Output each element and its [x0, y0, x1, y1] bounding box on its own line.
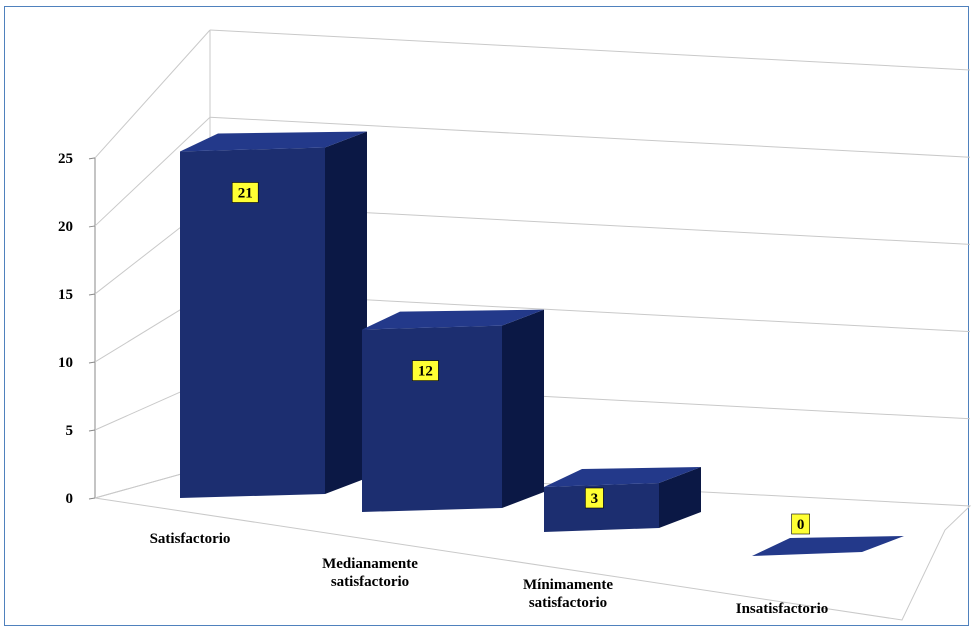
y-tick-label: 10 — [58, 355, 73, 371]
y-axis-ticks: 0 5 10 15 20 25 — [58, 151, 96, 507]
bar-side — [502, 309, 544, 508]
bar-top — [752, 536, 904, 556]
gridline — [209, 116, 971, 158]
tick-mark — [88, 429, 96, 432]
bars: 21 12 3 0 — [180, 131, 904, 556]
x-category-line: Medianamente — [322, 556, 418, 572]
bar-side — [325, 131, 367, 494]
x-category-label: Satisfactorio — [150, 531, 231, 547]
y-tick-label: 20 — [58, 219, 73, 235]
y-tick-label: 15 — [58, 287, 73, 303]
x-category-line: satisfactorio — [529, 595, 607, 611]
data-label-bg — [412, 360, 439, 381]
bar-top — [544, 467, 701, 487]
x-category-line: satisfactorio — [331, 574, 409, 590]
tick-mark — [88, 225, 96, 228]
tick-mark — [88, 497, 96, 500]
x-category-label: Mínimamente satisfactorio — [523, 577, 613, 611]
bar-top — [180, 131, 367, 152]
gridline-side — [94, 29, 211, 159]
bar-side — [659, 467, 701, 528]
data-label-bg — [791, 513, 810, 535]
bar-top — [362, 309, 544, 330]
bar-front — [362, 325, 502, 512]
y-tick-label: 0 — [66, 491, 74, 507]
data-label: 0 — [797, 517, 805, 533]
data-label-bg — [585, 487, 604, 509]
bar-front — [180, 147, 325, 498]
gridline — [209, 29, 971, 71]
data-label: 12 — [418, 364, 433, 380]
y-tick-label: 5 — [66, 423, 74, 439]
tick-mark — [88, 157, 96, 160]
data-label: 21 — [238, 186, 253, 202]
y-tick-label: 25 — [58, 151, 73, 167]
tick-mark — [88, 361, 96, 364]
x-category-line: Satisfactorio — [150, 531, 231, 547]
x-category-line: Insatisfactorio — [736, 601, 829, 617]
x-category-label: Insatisfactorio — [736, 601, 829, 617]
data-label-bg — [231, 182, 259, 203]
tick-mark — [88, 293, 96, 296]
x-category-line: Mínimamente — [523, 577, 613, 593]
gridline-side — [94, 116, 211, 227]
data-label: 3 — [591, 491, 599, 507]
x-category-label: Medianamente satisfactorio — [322, 556, 418, 590]
